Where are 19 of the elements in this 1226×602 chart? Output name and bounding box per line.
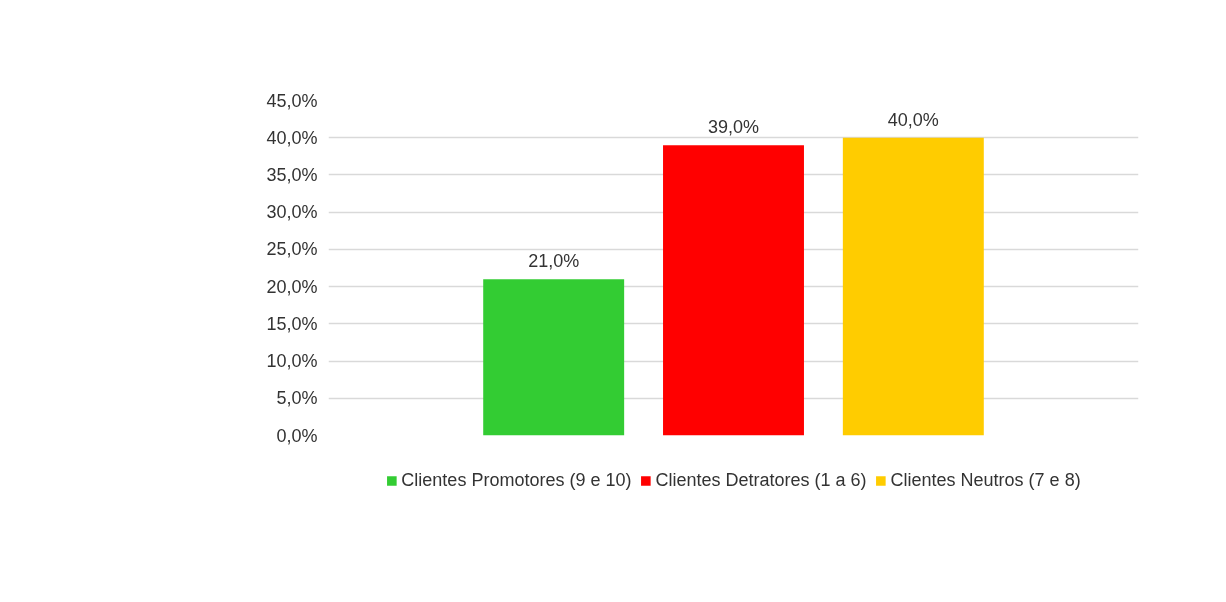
legend-label: Clientes Promotores (9 e 10) — [401, 469, 632, 491]
bar — [842, 137, 984, 436]
y-tick-label: 25,0% — [266, 239, 318, 260]
data-label: 39,0% — [707, 117, 760, 138]
legend-label: Clientes Detratores (1 a 6) — [655, 469, 867, 491]
bar — [483, 279, 625, 436]
y-tick-label: 30,0% — [266, 202, 318, 223]
data-label: 40,0% — [887, 109, 939, 130]
y-tick-label: 35,0% — [266, 164, 318, 185]
data-label: 21,0% — [528, 251, 580, 272]
legend-label: Clientes Neutros (7 e 8) — [890, 469, 1081, 491]
y-tick-label: 20,0% — [266, 276, 318, 297]
y-tick-label: 5,0% — [276, 388, 318, 409]
y-tick-label: 40,0% — [266, 127, 318, 148]
y-tick-label: 15,0% — [266, 313, 318, 334]
y-tick-label: 45,0% — [266, 90, 318, 111]
y-tick-label: 0,0% — [276, 425, 318, 446]
y-tick-label: 10,0% — [266, 351, 318, 372]
bar — [663, 145, 804, 436]
